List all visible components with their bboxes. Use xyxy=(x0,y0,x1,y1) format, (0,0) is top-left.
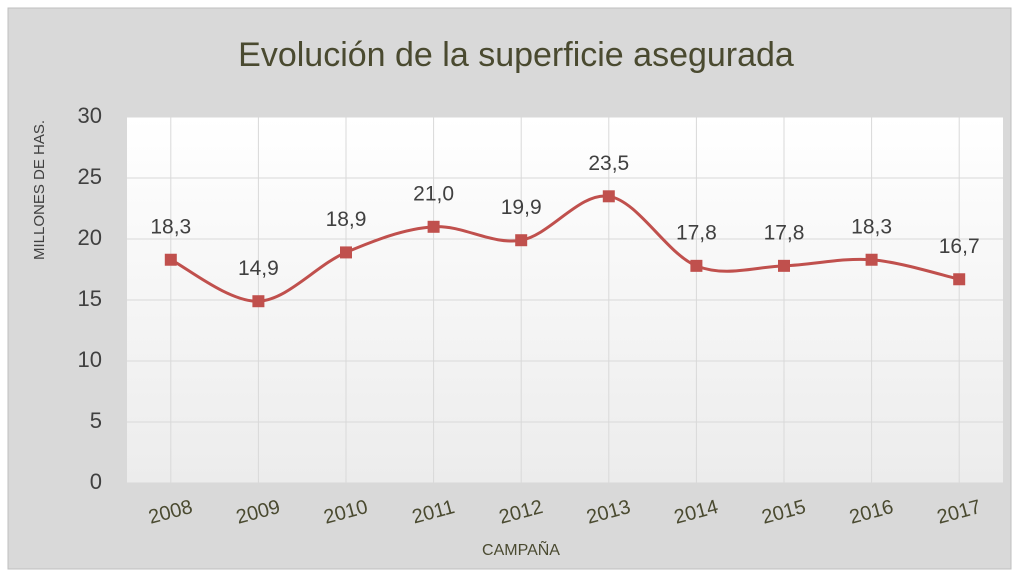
data-label: 18,3 xyxy=(150,215,191,238)
data-label: 19,9 xyxy=(501,196,542,219)
data-label: 23,5 xyxy=(588,152,629,175)
marker xyxy=(602,190,615,203)
y-tick-label: 25 xyxy=(78,164,102,189)
marker xyxy=(778,259,790,272)
y-tick-label: 30 xyxy=(78,103,102,128)
line xyxy=(170,194,960,303)
marker xyxy=(340,246,352,259)
y-tick-label: 5 xyxy=(90,408,102,433)
x-axis-title: CAMPAÑA xyxy=(482,539,560,559)
data-label: 18,3 xyxy=(851,215,892,238)
data-label: 16,7 xyxy=(939,235,980,258)
data-label: 17,8 xyxy=(676,221,717,244)
marker xyxy=(252,295,265,308)
marker xyxy=(427,220,440,233)
y-tick-label: 20 xyxy=(78,225,102,250)
y-tick-label: 0 xyxy=(90,469,102,494)
marker xyxy=(953,273,966,286)
data-label: 17,8 xyxy=(764,221,805,244)
marker xyxy=(164,253,177,266)
y-axis-title: MILLONES DE HAS. xyxy=(31,120,48,260)
data-label: 14,9 xyxy=(238,257,279,280)
data-label: 18,9 xyxy=(326,208,367,231)
y-tick-label: 15 xyxy=(78,286,102,311)
y-tick-label: 10 xyxy=(78,347,102,372)
chart-title: Evolución de la superficie asegurada xyxy=(238,36,794,74)
marker xyxy=(515,234,528,247)
data-label: 21,0 xyxy=(413,182,454,205)
marker xyxy=(690,259,703,272)
marker xyxy=(865,253,878,266)
